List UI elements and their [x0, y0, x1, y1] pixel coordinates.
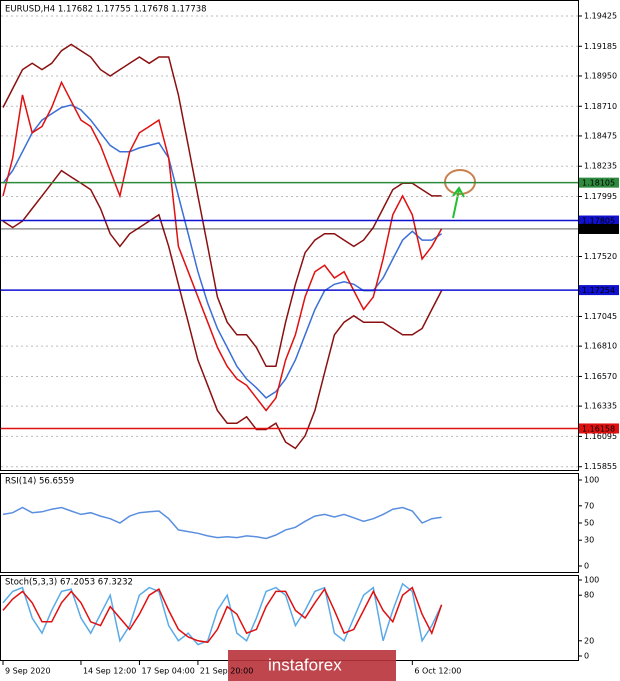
level-label: 1.18105 — [582, 179, 615, 188]
y-tick-label: 1.17520 — [584, 252, 617, 261]
y-tick-label: 100 — [584, 576, 599, 585]
y-tick-label: 1.16335 — [584, 402, 617, 411]
x-tick-label: 6 Oct 12:00 — [414, 667, 461, 676]
y-tick-label: 20 — [584, 636, 594, 645]
series-line — [2, 582, 443, 646]
y-tick-label: 1.16095 — [584, 432, 617, 441]
x-tick-label: 14 Sep 12:00 — [83, 667, 136, 676]
x-tick-label: 17 Sep 04:00 — [141, 667, 194, 676]
stoch-frame — [0, 575, 579, 661]
series-line — [2, 80, 443, 412]
series-line — [2, 169, 443, 450]
y-tick-label: 1.15855 — [584, 462, 617, 471]
y-tick-label: 1.19185 — [584, 42, 617, 51]
y-tick-label: 50 — [584, 519, 594, 528]
watermark-bg — [228, 650, 396, 681]
y-tick-label: 1.18235 — [584, 162, 617, 171]
series-line — [2, 586, 443, 644]
price-title: EURUSD,H4 1.17682 1.17755 1.17678 1.1773… — [5, 5, 207, 15]
level-label: 1.16158 — [582, 424, 615, 433]
level-tag — [579, 285, 619, 296]
rsi-frame — [0, 473, 579, 573]
level-label: 1.17805 — [582, 217, 615, 226]
y-tick-label: 1.18710 — [584, 102, 617, 111]
series-line — [2, 506, 442, 540]
y-tick-label: 100 — [584, 476, 599, 485]
y-tick-label: 70 — [584, 501, 594, 510]
level-tag — [579, 223, 619, 234]
forecast-arrow — [452, 186, 465, 219]
price-frame — [0, 0, 579, 471]
level-tag — [579, 177, 619, 188]
rsi-title: RSI(14) 56.6559 — [5, 477, 74, 487]
y-tick-label: 30 — [584, 536, 594, 545]
watermark: instaforex — [268, 655, 342, 674]
level-label: 1.17254 — [582, 286, 615, 295]
y-tick-label: 1.18950 — [584, 71, 617, 80]
series-line — [2, 43, 442, 368]
stoch-title: Stoch(5,3,3) 67.2053 67.3232 — [5, 578, 133, 588]
series-line — [2, 104, 443, 399]
x-tick-label: 21 Sep 20:00 — [200, 667, 253, 676]
y-tick-label: 1.16570 — [584, 372, 617, 381]
level-label: 1.17738 — [582, 225, 615, 234]
y-tick-label: 1.19425 — [584, 11, 617, 20]
level-tag — [579, 215, 619, 226]
y-tick-label: 80 — [584, 591, 594, 600]
y-tick-label: 1.17995 — [584, 192, 617, 201]
y-tick-label: 0 — [584, 562, 589, 571]
x-tick-label: 9 Sep 2020 — [5, 667, 51, 676]
level-tag — [579, 423, 619, 434]
y-tick-label: 1.18475 — [584, 131, 617, 140]
y-tick-label: 1.16810 — [584, 342, 617, 351]
y-tick-label: 0 — [584, 652, 589, 661]
y-tick-label: 1.17045 — [584, 312, 617, 321]
